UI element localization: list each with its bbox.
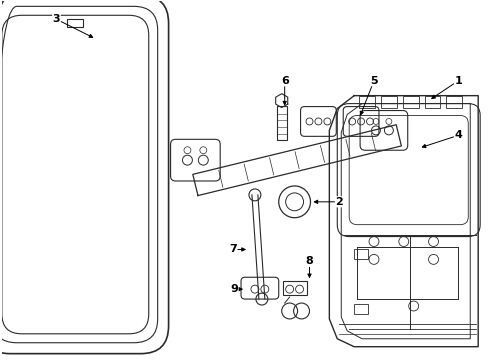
Text: 5: 5 [369,76,377,86]
Text: 2: 2 [335,197,343,207]
Bar [358,96,374,108]
Text: 4: 4 [453,130,461,140]
Bar [402,96,418,108]
Text: 3: 3 [53,14,60,24]
Text: 1: 1 [453,76,461,86]
Text: 9: 9 [230,284,238,294]
Bar [276,105,286,140]
Text: 8: 8 [305,256,313,266]
Text: 6: 6 [280,76,288,86]
Text: 7: 7 [229,244,237,255]
Bar [353,249,367,260]
Bar [380,96,396,108]
Bar [446,96,461,108]
Bar [424,96,440,108]
Bar [353,304,367,314]
Bar [67,19,83,27]
Bar [282,281,306,295]
